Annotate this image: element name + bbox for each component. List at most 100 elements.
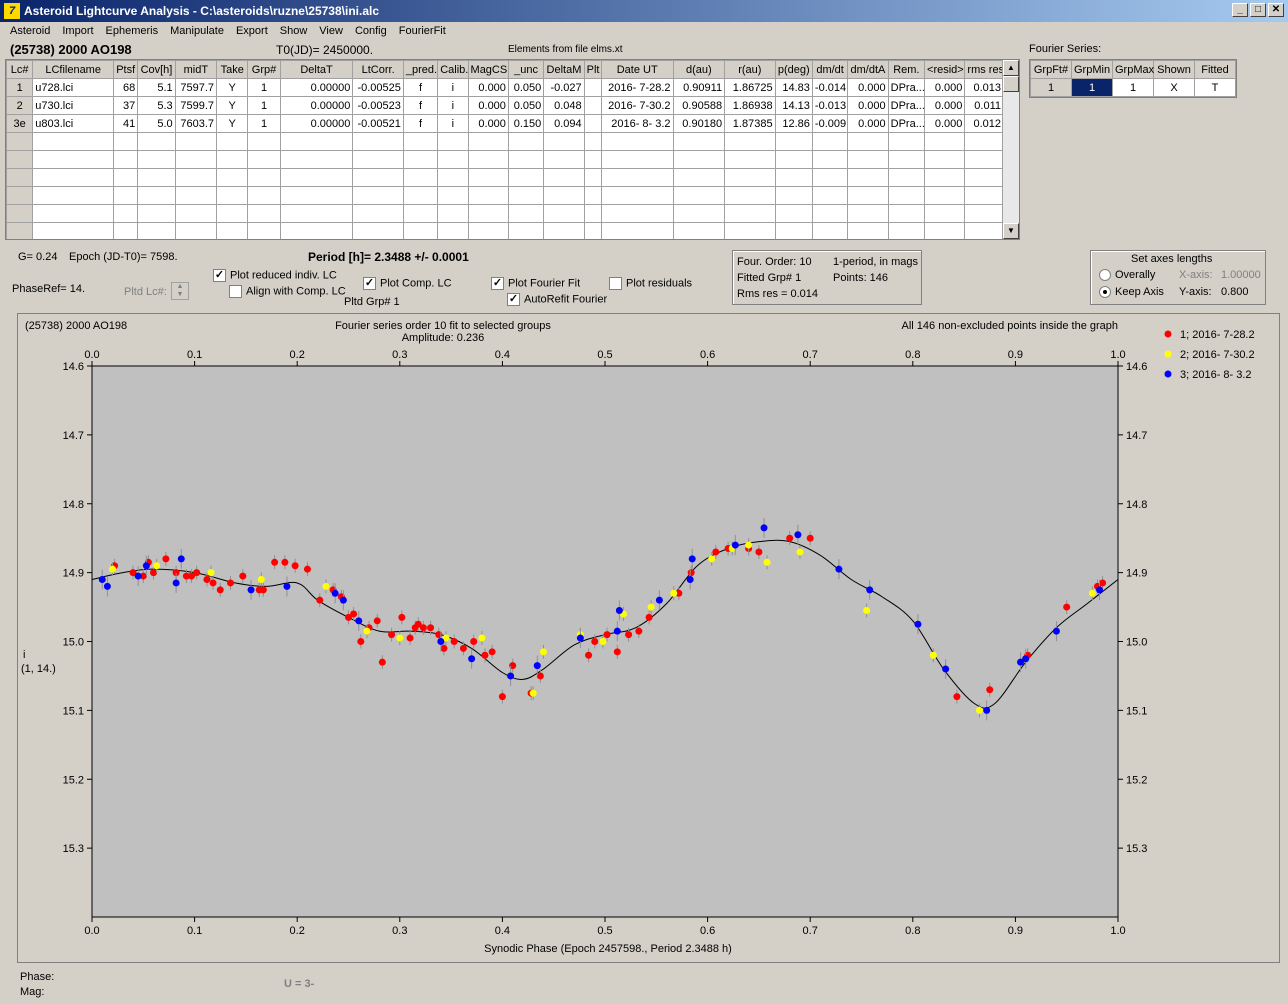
table-cell[interactable] <box>216 132 249 151</box>
table-cell[interactable] <box>811 150 849 169</box>
table-cell[interactable] <box>279 150 354 169</box>
table-cell[interactable]: 0.150 <box>507 114 545 133</box>
menu-view[interactable]: View <box>319 25 343 37</box>
table-cell[interactable] <box>724 132 776 151</box>
table-cell[interactable]: u728.lci <box>32 78 115 97</box>
table-cell[interactable] <box>467 204 509 223</box>
table-cell[interactable] <box>32 132 115 151</box>
table-cell[interactable] <box>724 204 776 223</box>
table-cell[interactable]: 0.050 <box>507 78 545 97</box>
minimize-button[interactable]: _ <box>1232 3 1248 17</box>
menu-import[interactable]: Import <box>62 25 94 37</box>
table-cell[interactable] <box>247 222 281 239</box>
table-cell[interactable]: -0.027 <box>543 78 585 97</box>
table-cell[interactable]: f <box>402 78 439 97</box>
table-cell[interactable]: i <box>437 114 469 133</box>
table-cell[interactable]: 0.00000 <box>279 114 354 133</box>
table-cell[interactable]: 1.87385 <box>724 114 776 133</box>
table-cell[interactable]: f <box>402 96 439 115</box>
plot-reduced-checkbox[interactable]: ✓ Plot reduced indiv. LC <box>213 269 337 282</box>
table-cell[interactable]: 7603.7 <box>174 114 218 133</box>
table-cell[interactable] <box>437 150 469 169</box>
table-col-14[interactable]: Plt <box>583 60 602 79</box>
table-cell[interactable] <box>583 114 602 133</box>
table-cell[interactable] <box>352 222 404 239</box>
menu-asteroid[interactable]: Asteroid <box>10 25 51 37</box>
menu-show[interactable]: Show <box>279 25 308 37</box>
table-col-11[interactable]: MagCS <box>467 60 509 79</box>
table-cell[interactable] <box>924 222 966 239</box>
table-col-5[interactable]: Take <box>216 60 249 79</box>
table-cell[interactable] <box>774 222 813 239</box>
table-cell[interactable] <box>352 186 404 205</box>
table-cell[interactable] <box>583 222 602 239</box>
table-cell[interactable] <box>724 168 776 187</box>
row-header-cell[interactable] <box>6 132 34 151</box>
table-cell[interactable] <box>811 222 849 239</box>
table-cell[interactable]: -0.009 <box>811 114 849 133</box>
table-cell[interactable]: 0.000 <box>467 78 509 97</box>
table-cell[interactable] <box>543 186 585 205</box>
table-cell[interactable] <box>543 132 585 151</box>
table-cell[interactable]: DPra... <box>887 114 926 133</box>
table-cell[interactable] <box>887 132 926 151</box>
table-cell[interactable] <box>352 204 404 223</box>
maximize-button[interactable]: □ <box>1250 3 1266 17</box>
table-cell[interactable]: 14.83 <box>774 78 813 97</box>
plot-comp-checkbox[interactable]: ✓ Plot Comp. LC <box>363 277 452 290</box>
table-cell[interactable] <box>924 132 966 151</box>
table-cell[interactable]: 0.000 <box>924 78 966 97</box>
table-cell[interactable] <box>672 150 726 169</box>
plot-fourier-checkbox[interactable]: ✓ Plot Fourier Fit <box>491 277 580 290</box>
table-cell[interactable] <box>137 168 176 187</box>
table-cell[interactable] <box>402 132 439 151</box>
table-cell[interactable] <box>507 186 545 205</box>
table-cell[interactable] <box>437 186 469 205</box>
table-col-4[interactable]: midT <box>174 60 218 79</box>
table-cell[interactable] <box>247 150 281 169</box>
table-cell[interactable] <box>583 96 602 115</box>
table-cell[interactable]: 5.1 <box>137 78 176 97</box>
table-cell[interactable] <box>964 186 1004 205</box>
menu-manipulate[interactable]: Manipulate <box>170 25 224 37</box>
table-cell[interactable]: 7597.7 <box>174 78 218 97</box>
table-cell[interactable]: 2016- 8- 3.2 <box>600 114 674 133</box>
row-header-cell[interactable] <box>6 186 34 205</box>
fourier-grpft-cell[interactable]: 1 <box>1030 78 1072 97</box>
table-cell[interactable]: 0.048 <box>543 96 585 115</box>
table-cell[interactable]: u730.lci <box>32 96 115 115</box>
table-col-12[interactable]: _unc <box>507 60 545 79</box>
table-row[interactable] <box>6 222 1004 239</box>
table-cell[interactable] <box>467 150 509 169</box>
table-cell[interactable]: 5.3 <box>137 96 176 115</box>
table-cell[interactable] <box>352 168 404 187</box>
table-cell[interactable] <box>174 222 218 239</box>
scroll-up-icon[interactable]: ▲ <box>1003 60 1019 76</box>
row-header-cell[interactable] <box>6 204 34 223</box>
table-col-19[interactable]: dm/dt <box>811 60 849 79</box>
table-cell[interactable] <box>507 150 545 169</box>
table-cell[interactable]: -0.00521 <box>352 114 404 133</box>
table-cell[interactable]: 0.90180 <box>672 114 726 133</box>
table-col-1[interactable]: LCfilename <box>32 60 115 79</box>
table-cell[interactable] <box>174 168 218 187</box>
row-header-cell[interactable]: 3e <box>6 114 34 133</box>
row-header-cell[interactable]: 2 <box>6 96 34 115</box>
table-cell[interactable] <box>724 222 776 239</box>
table-cell[interactable] <box>887 168 926 187</box>
table-cell[interactable] <box>774 204 813 223</box>
table-row[interactable]: 1 u728.lci 68 5.1 7597.7 Y 1 0.00000 -0.00525 f i 0… <box>6 78 1004 97</box>
table-cell[interactable]: Y <box>216 96 249 115</box>
table-cell[interactable] <box>543 204 585 223</box>
table-cell[interactable] <box>402 204 439 223</box>
table-cell[interactable] <box>216 186 249 205</box>
table-cell[interactable] <box>847 204 889 223</box>
table-cell[interactable] <box>467 132 509 151</box>
table-cell[interactable] <box>924 150 966 169</box>
x-axis-value[interactable]: 1.00000 <box>1221 269 1261 281</box>
y-axis-value[interactable]: 0.800 <box>1221 286 1249 298</box>
table-cell[interactable] <box>774 168 813 187</box>
table-cell[interactable] <box>247 132 281 151</box>
table-cell[interactable] <box>543 150 585 169</box>
table-cell[interactable] <box>887 204 926 223</box>
